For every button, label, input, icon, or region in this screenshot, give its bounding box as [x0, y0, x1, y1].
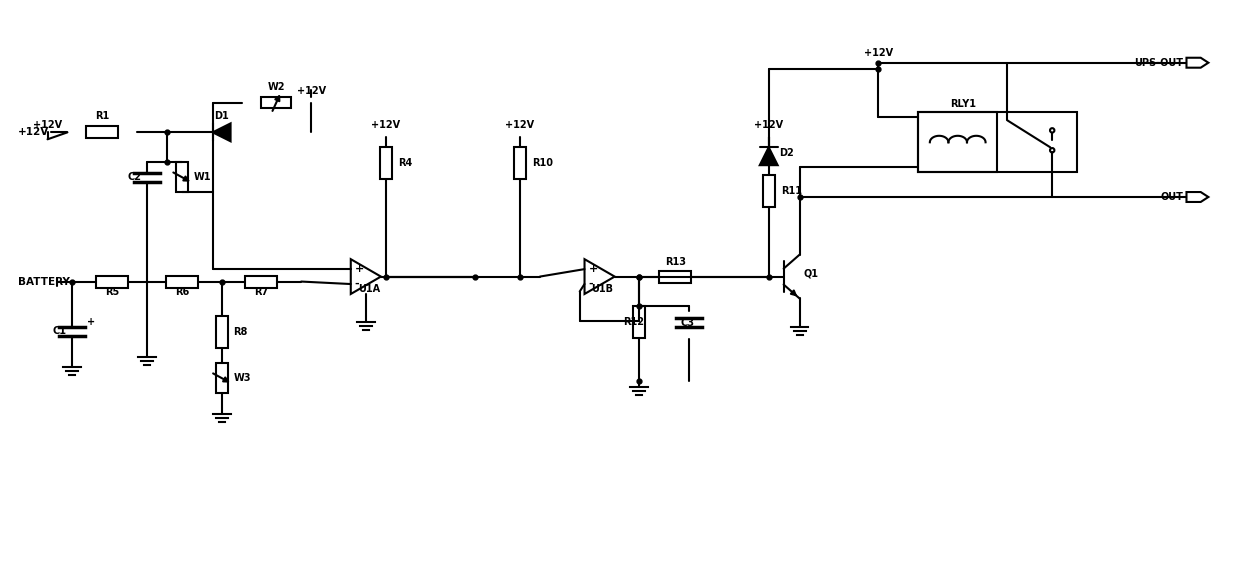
Text: U1B: U1B [591, 283, 613, 294]
Bar [176, 162, 188, 192]
Text: +12V: +12V [864, 48, 892, 58]
Polygon shape [760, 147, 778, 165]
Bar [216, 317, 228, 348]
Bar [763, 175, 774, 207]
Text: +: + [87, 317, 95, 327]
Text: R10: R10 [532, 158, 553, 168]
Text: Q1: Q1 [804, 269, 819, 279]
Text: D2: D2 [778, 148, 793, 158]
Text: +: + [354, 264, 364, 274]
Text: R6: R6 [175, 287, 190, 297]
Text: R11: R11 [781, 186, 802, 196]
Text: R8: R8 [233, 327, 248, 338]
Text: +12V: +12V [17, 127, 50, 138]
Text: R1: R1 [95, 111, 109, 121]
Bar [166, 276, 198, 287]
Bar [514, 147, 527, 179]
Text: +12V: +12V [755, 120, 783, 131]
Text: +12V: +12V [33, 120, 62, 131]
Bar [918, 113, 997, 172]
Text: OUT: OUT [1161, 192, 1183, 202]
Bar [87, 127, 118, 138]
Bar [216, 363, 228, 393]
Bar [380, 147, 392, 179]
Text: RLY1: RLY1 [949, 100, 975, 110]
Text: -: - [589, 279, 593, 289]
Text: UPS-OUT: UPS-OUT [1135, 58, 1183, 68]
Text: +12V: +12V [506, 120, 534, 131]
Text: W3: W3 [233, 373, 252, 383]
Text: -: - [354, 279, 359, 289]
Bar [918, 113, 1077, 172]
Text: C3: C3 [680, 318, 694, 328]
Text: +: + [589, 264, 597, 274]
Text: R5: R5 [105, 287, 119, 297]
Polygon shape [213, 124, 230, 141]
Bar [261, 97, 291, 108]
Text: U1A: U1A [358, 283, 380, 294]
Text: W2: W2 [268, 82, 285, 92]
Text: R7: R7 [254, 287, 269, 297]
Text: +12V: +12V [296, 86, 326, 96]
Text: R13: R13 [664, 257, 685, 266]
Bar [633, 307, 646, 338]
Bar [97, 276, 128, 287]
Text: BATTERY: BATTERY [17, 276, 69, 287]
Text: C1: C1 [52, 326, 67, 336]
Bar [245, 276, 278, 287]
Text: C2: C2 [128, 172, 141, 182]
Text: R4: R4 [398, 158, 411, 168]
Text: R12: R12 [623, 317, 644, 327]
Bar [659, 271, 691, 283]
Text: +12V: +12V [372, 120, 400, 131]
Text: D1: D1 [214, 111, 229, 121]
Text: W1: W1 [193, 172, 212, 182]
